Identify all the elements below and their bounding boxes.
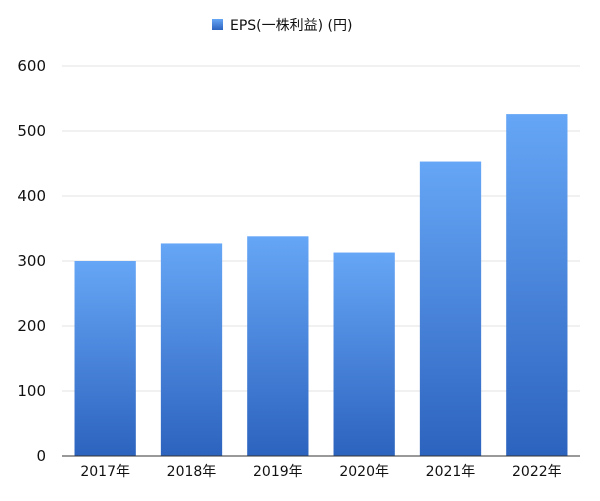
x-tick-label: 2017年 — [80, 464, 130, 480]
gridlines — [62, 65, 580, 392]
legend: EPS(一株利益) (円) — [212, 18, 352, 34]
legend-swatch — [212, 19, 223, 30]
bar-2022年 — [506, 114, 568, 456]
x-tick-label: 2019年 — [253, 464, 303, 480]
y-tick-label: 100 — [17, 382, 46, 400]
bar-2018年 — [160, 243, 223, 456]
y-tick-label: 600 — [17, 57, 46, 75]
legend-label: EPS(一株利益) (円) — [230, 18, 352, 34]
x-tick-label: 2018年 — [167, 464, 217, 480]
y-tick-label: 0 — [36, 447, 46, 465]
y-axis-ticks: 0 100 200 300 400 500 600 — [17, 57, 46, 465]
y-tick-label: 400 — [17, 187, 46, 205]
bar-2019年 — [247, 236, 309, 456]
x-tick-label: 2022年 — [512, 464, 562, 480]
y-tick-label: 500 — [17, 122, 46, 140]
x-tick-label: 2020年 — [339, 464, 389, 480]
y-tick-label: 300 — [17, 252, 46, 270]
x-axis-ticks: 2017年 2018年 2019年 2020年 2021年 2022年 — [80, 464, 561, 480]
bar-2020年 — [333, 252, 395, 456]
bar-2017年 — [74, 261, 136, 456]
x-tick-label: 2021年 — [426, 464, 476, 480]
bars — [74, 114, 568, 457]
y-tick-label: 200 — [17, 317, 46, 335]
bar-2021年 — [419, 161, 482, 457]
